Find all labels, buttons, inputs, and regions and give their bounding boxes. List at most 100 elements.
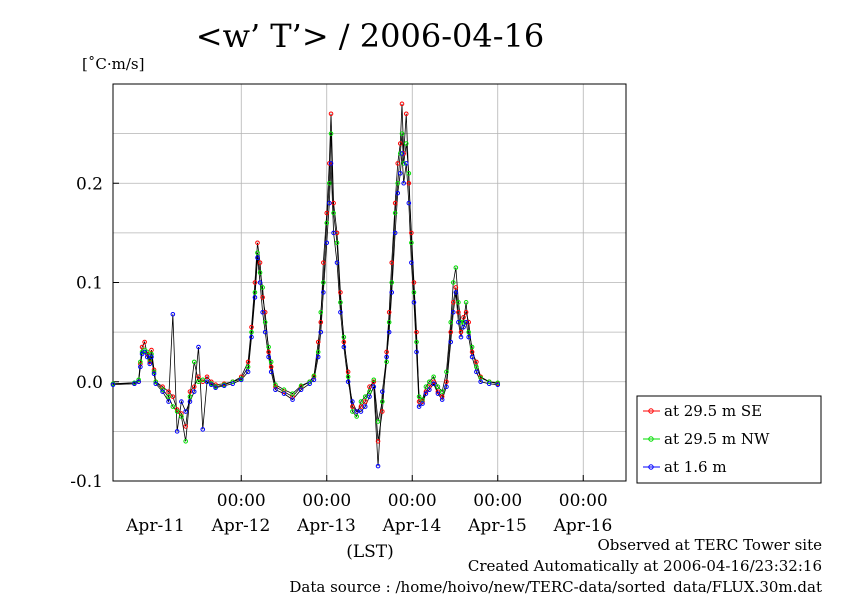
data-point	[266, 344, 271, 350]
data-point	[160, 387, 165, 392]
data-point	[249, 324, 254, 330]
data-point	[191, 359, 197, 365]
legend-box	[636, 395, 822, 484]
data-point	[136, 379, 141, 385]
chart-title: <w’ T’> / 2006-04-16	[196, 17, 545, 55]
data-point	[435, 384, 441, 390]
data-point	[341, 344, 347, 350]
data-point	[375, 463, 381, 469]
data-point	[204, 379, 210, 385]
data-point	[411, 280, 417, 285]
data-point	[268, 364, 274, 370]
data-point	[321, 290, 326, 295]
data-point	[420, 401, 425, 406]
day-label: Apr-16	[553, 516, 613, 536]
data-point	[245, 359, 251, 365]
data-point	[345, 374, 351, 380]
data-point	[392, 230, 398, 236]
data-point	[200, 377, 206, 383]
data-point	[136, 377, 141, 383]
data-point	[142, 349, 147, 355]
data-point	[439, 397, 445, 402]
data-point	[281, 391, 287, 396]
grid-lines	[113, 84, 626, 481]
data-point	[249, 334, 254, 340]
data-point	[321, 260, 326, 265]
data-point	[183, 409, 188, 414]
data-point	[260, 285, 265, 290]
data-point	[191, 384, 197, 390]
data-point	[375, 419, 381, 424]
data-point	[147, 361, 153, 367]
data-point	[420, 399, 425, 404]
data-point	[252, 290, 258, 295]
data-point	[213, 382, 218, 388]
data-point	[350, 409, 355, 414]
data-point	[423, 391, 429, 396]
data-point	[266, 349, 271, 355]
data-point	[450, 309, 456, 315]
data-point	[331, 200, 336, 206]
data-point	[448, 319, 454, 325]
data-point	[147, 359, 153, 365]
data-point	[384, 359, 389, 365]
data-point	[110, 382, 116, 388]
data-point	[179, 399, 184, 404]
data-point	[431, 379, 436, 385]
data-point	[350, 404, 355, 409]
data-point	[204, 374, 210, 380]
data-point	[268, 369, 274, 375]
data-point	[431, 381, 436, 387]
data-point	[495, 380, 501, 386]
data-point	[403, 111, 409, 117]
x-tick-label: 00:00	[559, 491, 608, 511]
data-point	[380, 409, 385, 414]
footer-site: Observed at TERC Tower site	[597, 536, 822, 554]
data-point	[450, 280, 456, 285]
data-point	[324, 240, 330, 246]
data-point	[350, 399, 355, 404]
data-point	[395, 161, 401, 166]
data-point	[230, 379, 235, 385]
data-point	[375, 439, 381, 444]
data-point	[196, 374, 201, 380]
data-point	[191, 389, 197, 394]
data-point	[341, 339, 347, 345]
x-tick-label: 00:00	[473, 491, 522, 511]
data-point	[153, 379, 159, 385]
data-point	[166, 394, 171, 399]
data-point	[132, 381, 137, 387]
data-point	[290, 391, 295, 396]
data-point	[151, 369, 157, 375]
data-point	[386, 319, 392, 325]
data-point	[414, 349, 419, 355]
data-point	[327, 180, 332, 186]
data-point	[273, 384, 278, 390]
data-point	[431, 374, 436, 380]
x-tick-label: 00:00	[388, 491, 437, 511]
data-point	[338, 290, 343, 295]
y-axis-unit: [˚C·m/s]	[82, 55, 144, 73]
data-point	[450, 300, 456, 305]
data-point	[453, 265, 459, 270]
data-point	[474, 364, 479, 370]
data-point	[331, 230, 336, 236]
data-point	[474, 359, 479, 365]
data-point	[166, 389, 171, 394]
data-point	[266, 354, 271, 360]
data-point	[318, 309, 324, 315]
data-point	[389, 290, 395, 295]
data-point	[458, 319, 464, 325]
data-point	[469, 354, 475, 360]
data-point	[469, 349, 475, 355]
data-point	[187, 399, 193, 404]
data-point	[354, 409, 359, 414]
data-point	[406, 171, 412, 176]
legend-label: at 29.5 m NW	[664, 430, 770, 448]
data-point	[380, 389, 385, 394]
data-point	[327, 200, 332, 206]
data-point	[362, 399, 368, 404]
y-tick-label: 0.1	[76, 274, 103, 294]
data-point	[358, 409, 364, 414]
data-point	[338, 300, 343, 305]
